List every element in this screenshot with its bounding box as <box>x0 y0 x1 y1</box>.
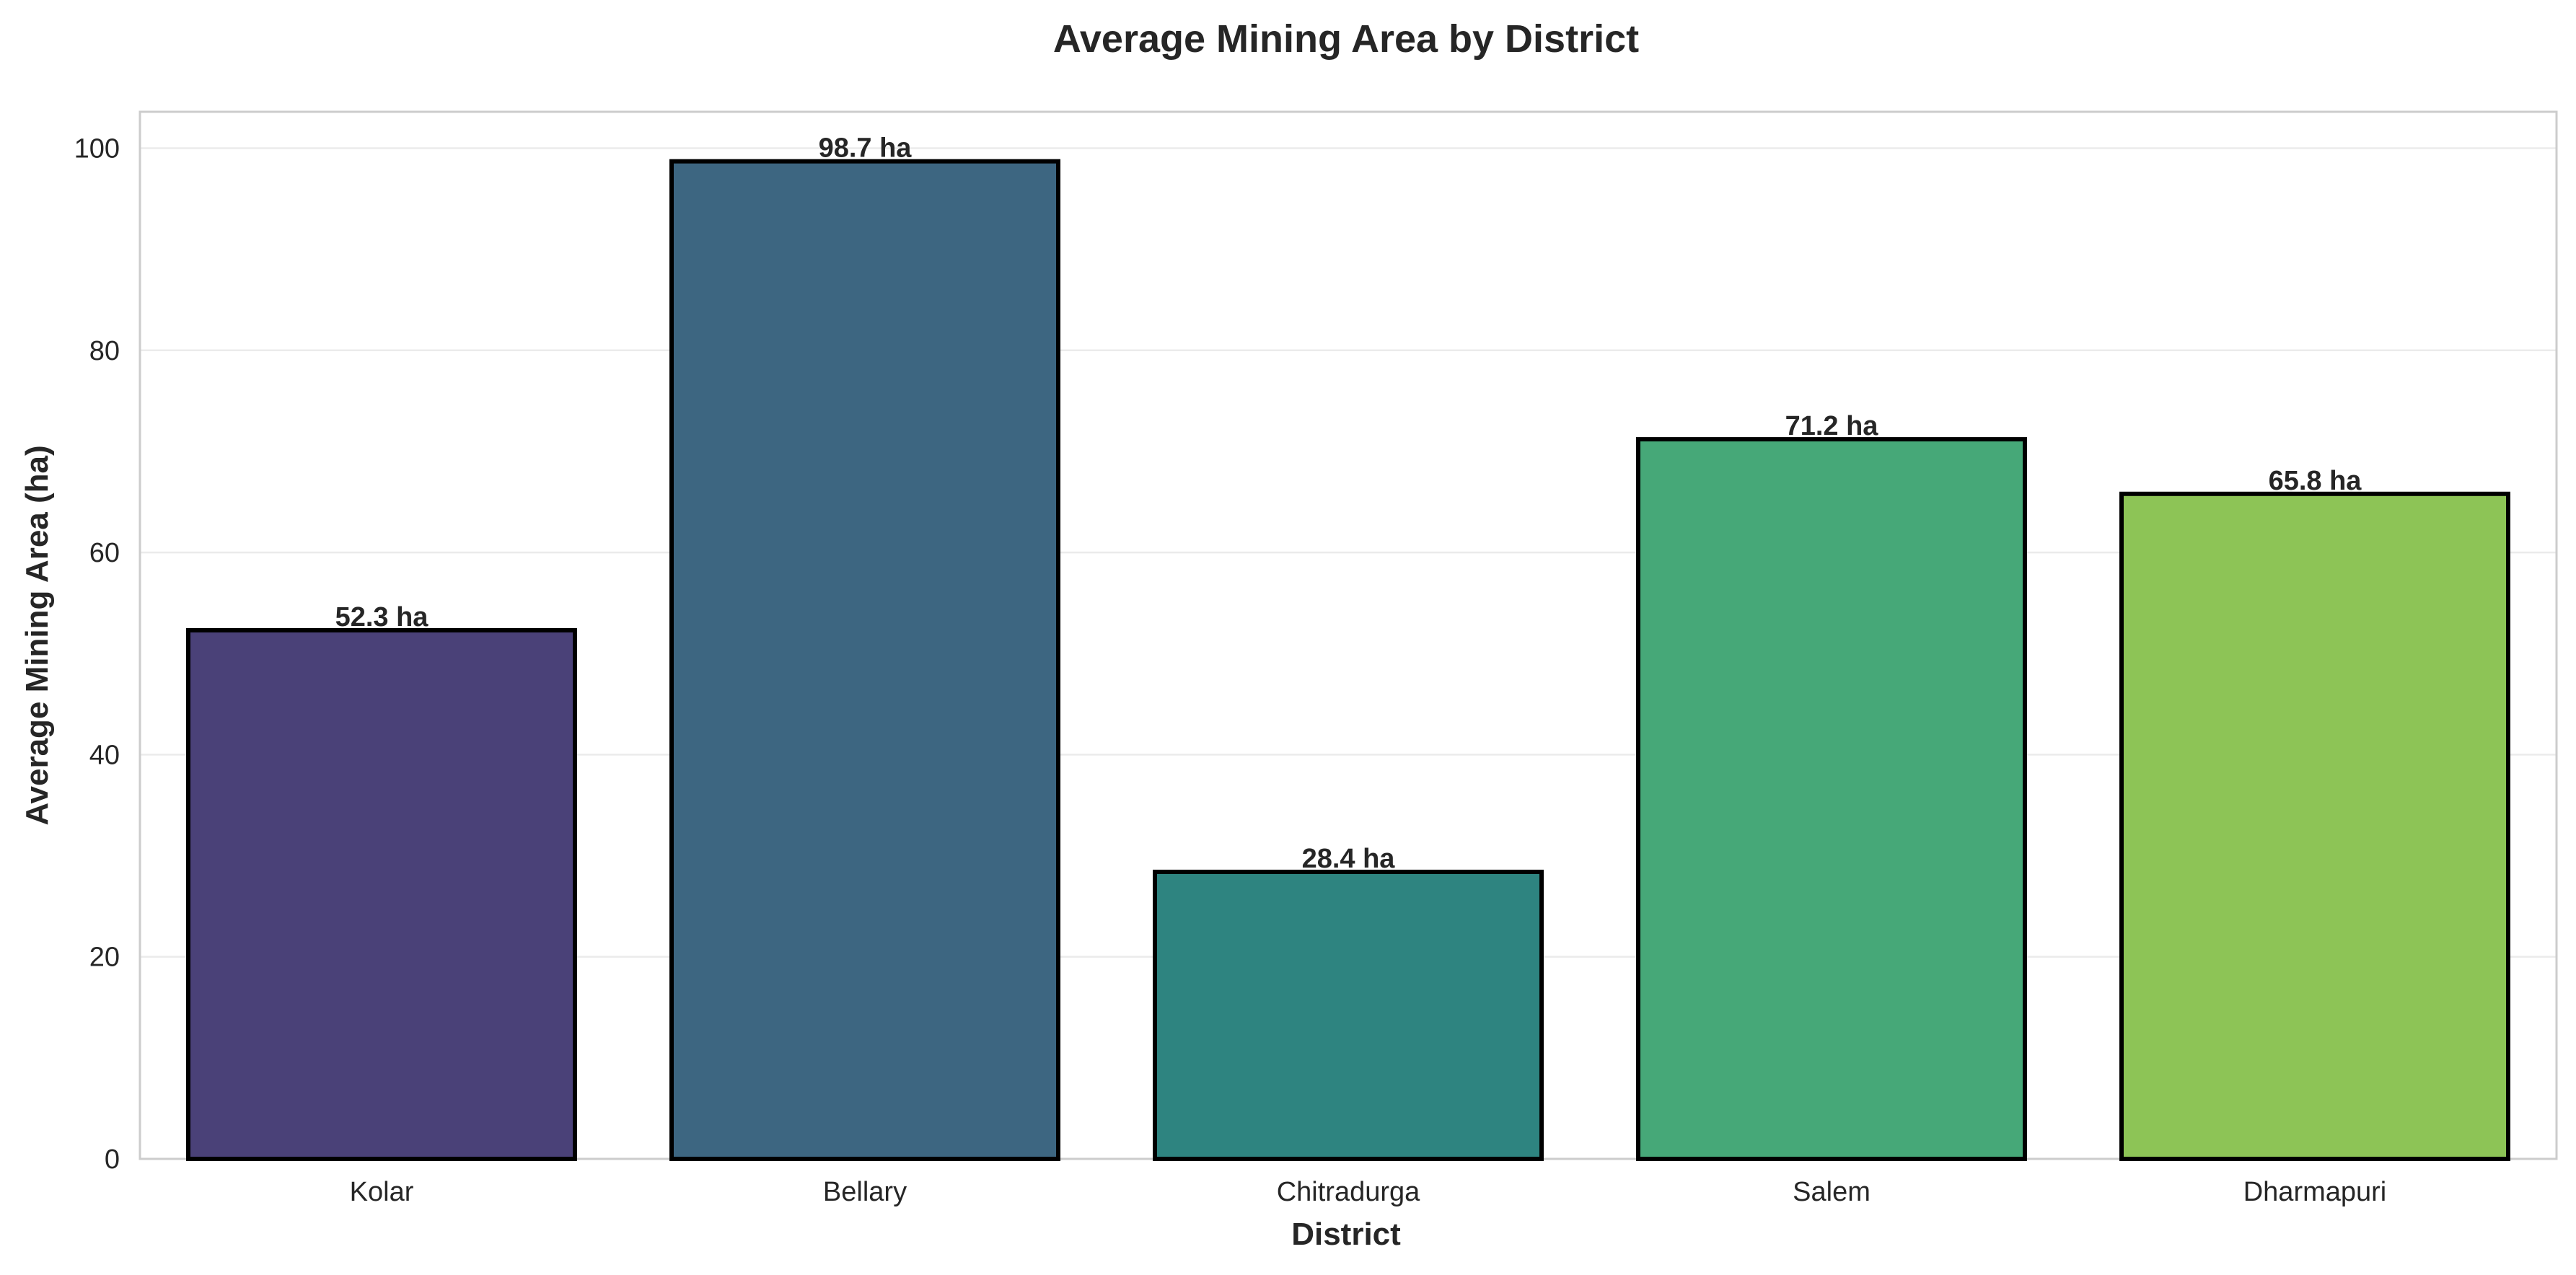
data-label: 71.2 ha <box>1785 411 1879 441</box>
data-label: 28.4 ha <box>1302 844 1396 874</box>
x-tick-label: Salem <box>1793 1177 1871 1207</box>
x-tick-label: Dharmapuri <box>2243 1177 2387 1207</box>
bars <box>186 159 2510 1162</box>
bar-chitradurga <box>1153 869 1544 1162</box>
y-tick-label: 60 <box>89 538 120 568</box>
bar-dharmapuri <box>2119 491 2510 1161</box>
data-labels: 52.3 ha 98.7 ha 28.4 ha 71.2 ha 65.8 ha <box>335 133 2362 874</box>
bar-bellary <box>669 159 1060 1162</box>
y-tick-label: 40 <box>89 740 120 770</box>
x-tick-label: Bellary <box>823 1177 907 1207</box>
data-label: 52.3 ha <box>335 602 429 632</box>
bar-salem <box>1636 437 2027 1161</box>
data-label: 98.7 ha <box>819 133 913 164</box>
y-tick-label: 20 <box>89 943 120 973</box>
y-axis-label: Average Mining Area (ha) <box>19 445 55 825</box>
y-tick-label: 100 <box>74 133 120 164</box>
x-tick-label: Chitradurga <box>1277 1177 1420 1207</box>
x-axis-ticks: Kolar Bellary Chitradurga Salem Dharmapuri <box>350 1177 2387 1207</box>
y-axis-ticks: 0 20 40 60 80 100 <box>74 133 120 1175</box>
data-label: 65.8 ha <box>2269 466 2362 496</box>
y-tick-label: 0 <box>105 1144 120 1175</box>
x-tick-label: Kolar <box>350 1177 414 1207</box>
x-axis-label: District <box>1291 1217 1401 1252</box>
y-tick-label: 80 <box>89 336 120 366</box>
bar-kolar <box>186 627 577 1161</box>
chart-title: Average Mining Area by District <box>1053 17 1639 61</box>
